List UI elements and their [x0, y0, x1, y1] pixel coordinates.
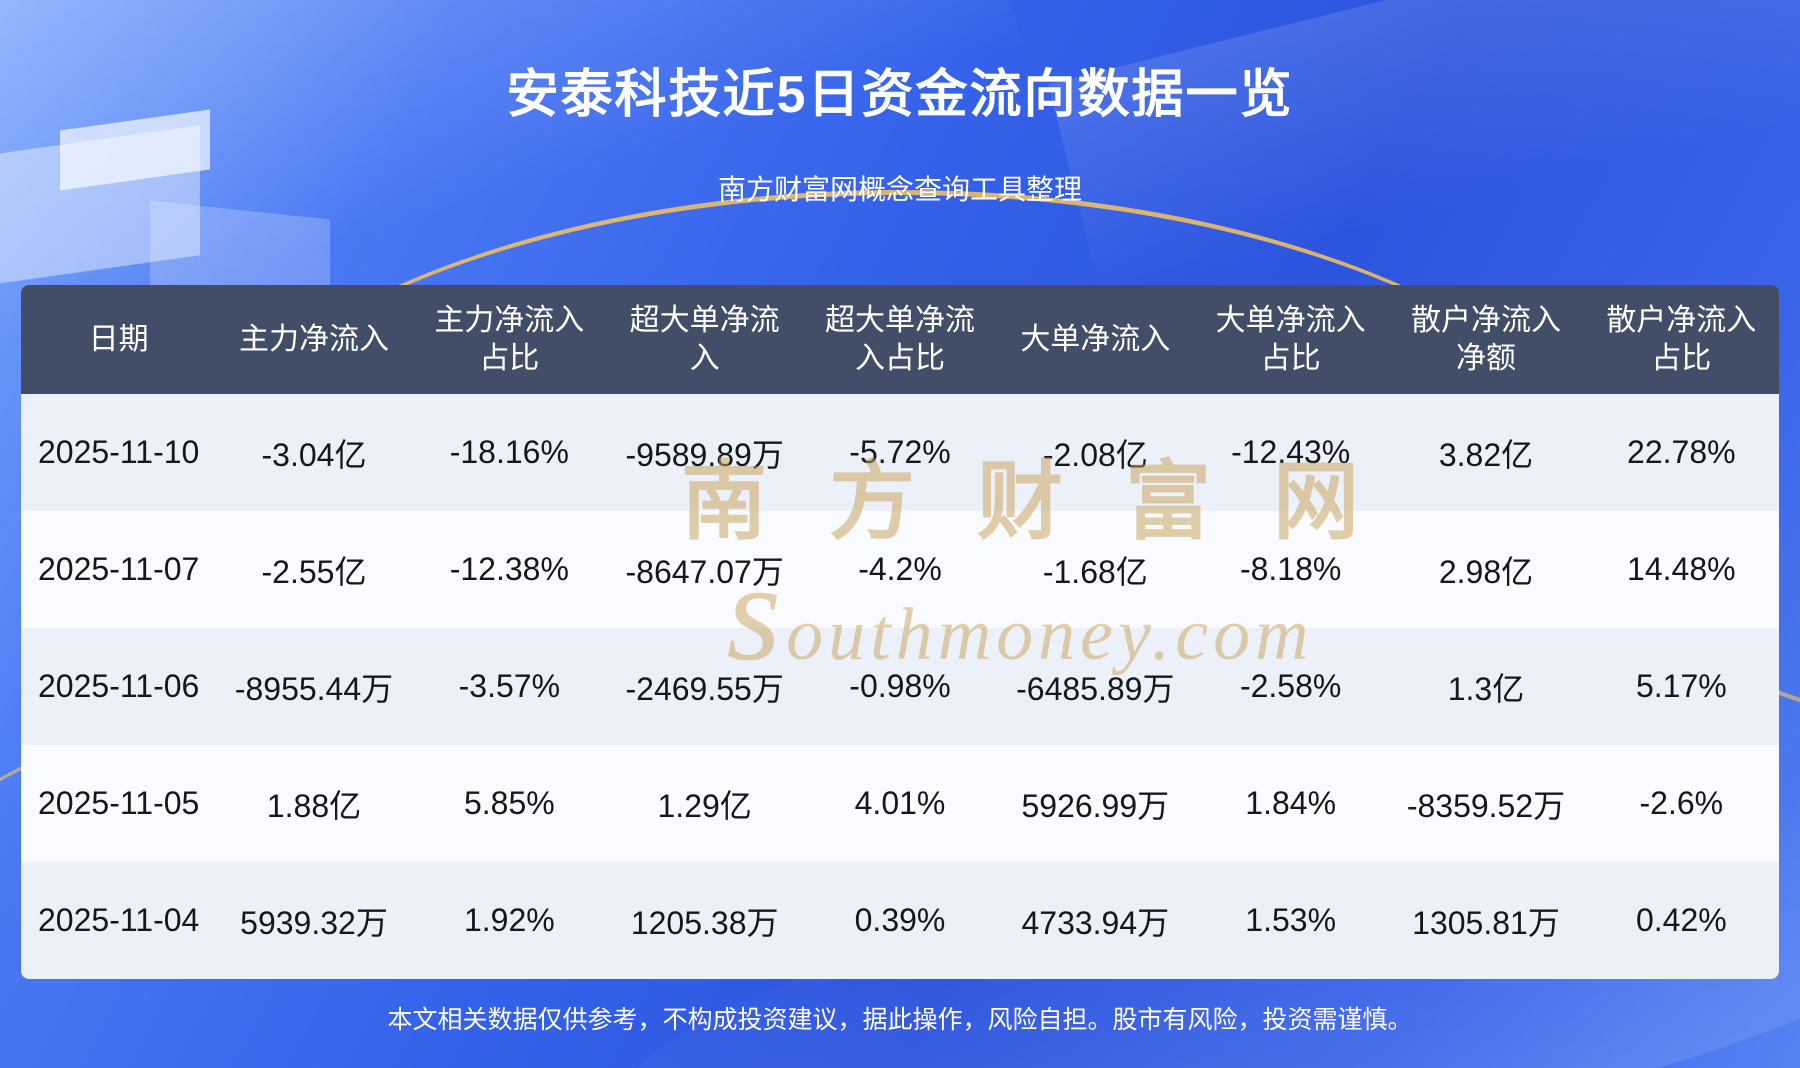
table-cell: 1.53%: [1245, 902, 1337, 938]
table-cell: -4.2%: [858, 551, 942, 587]
table-row: 2025-11-10 -3.04亿 -18.16% -9589.89万 -5.7…: [21, 394, 1779, 511]
col-header-retail-net-inflow-pct: 散户净流入 占比: [1606, 304, 1757, 375]
table-cell: 0.42%: [1635, 902, 1727, 938]
table-cell: 14.48%: [1627, 551, 1736, 587]
table-row: 2025-11-07 -2.55亿 -12.38% -8647.07万 -4.2…: [21, 511, 1779, 628]
col-header-main-net-inflow-pct: 主力净流入 占比: [434, 304, 585, 375]
col-header-date: 日期: [88, 322, 149, 356]
table-cell: -3.04亿: [261, 436, 367, 473]
table-cell: -2.58%: [1239, 668, 1342, 704]
table-cell: 22.78%: [1627, 434, 1736, 470]
col-header-main-net-inflow: 主力净流入: [238, 322, 389, 356]
cell-date: 2025-11-10: [38, 434, 200, 470]
table-cell: -18.16%: [449, 434, 569, 470]
table-cell: 5.85%: [463, 785, 555, 821]
table-cell: -0.98%: [849, 668, 951, 704]
table-cell: -3.57%: [458, 668, 561, 704]
table-cell: -8359.52万: [1406, 787, 1566, 824]
page-subtitle: 南方财富网概念查询工具整理: [717, 174, 1082, 205]
table-cell: 2.98亿: [1438, 553, 1534, 590]
fund-flow-table: 日期 主力净流入 主力净流入 占比 超大单净流 入 超大单净流 入占比 大单净流…: [21, 285, 1779, 979]
col-header-xl-order-net-inflow-pct: 超大单净流 入占比: [824, 304, 975, 375]
cell-date: 2025-11-05: [38, 785, 200, 821]
table-row: 2025-11-05 1.88亿 5.85% 1.29亿 4.01% 5926.…: [21, 745, 1779, 862]
table-row: 2025-11-04 5939.32万 1.92% 1205.38万 0.39%…: [21, 862, 1779, 979]
cell-date: 2025-11-04: [38, 902, 200, 938]
table-cell: 5926.99万: [1021, 787, 1170, 824]
table-cell: -2.08亿: [1042, 436, 1148, 473]
light-streak-top-right: [1048, 0, 1800, 298]
table-cell: -5.72%: [849, 434, 951, 470]
table-cell: -8647.07万: [625, 553, 784, 590]
table-cell: -2.6%: [1639, 785, 1724, 821]
table-cell: 1.29亿: [657, 787, 752, 824]
col-header-large-order-net-inflow: 大单净流入: [1020, 322, 1171, 356]
table-cell: -6485.89万: [1016, 670, 1175, 707]
table-cell: -2.55亿: [261, 553, 367, 590]
table-cell: -8955.44万: [234, 670, 394, 707]
table-cell: -12.43%: [1231, 434, 1351, 470]
col-header-large-order-net-inflow-pct: 大单净流入 占比: [1215, 304, 1366, 375]
table-row: 2025-11-06 -8955.44万 -3.57% -2469.55万 -0…: [21, 628, 1779, 745]
table-cell: -1.68亿: [1042, 553, 1148, 590]
table-header-row: 日期 主力净流入 主力净流入 占比 超大单净流 入 超大单净流 入占比 大单净流…: [21, 285, 1779, 394]
table-cell: -2469.55万: [625, 670, 784, 707]
table-cell: 5.17%: [1635, 668, 1727, 704]
table-cell: 1205.38万: [630, 904, 779, 941]
table-cell: 0.39%: [854, 902, 946, 938]
table-cell: 4733.94万: [1021, 904, 1170, 941]
page-title: 安泰科技近5日资金流向数据一览: [506, 66, 1294, 124]
table-cell: -8.18%: [1239, 551, 1342, 587]
table-cell: 1.3亿: [1447, 670, 1525, 707]
table-cell: -12.38%: [449, 551, 569, 587]
cell-date: 2025-11-06: [38, 668, 200, 704]
table-cell: 1.84%: [1245, 785, 1337, 821]
disclaimer-text: 本文相关数据仅供参考，不构成投资建议，据此操作，风险自担。股市有风险，投资需谨慎…: [387, 1006, 1413, 1034]
table-cell: 4.01%: [854, 785, 946, 821]
table-cell: 5939.32万: [240, 904, 388, 941]
col-header-retail-net-inflow: 散户净流入 净额: [1410, 304, 1561, 375]
cell-date: 2025-11-07: [38, 551, 200, 587]
table-cell: 1305.81万: [1412, 904, 1560, 941]
table-cell: 3.82亿: [1438, 436, 1534, 473]
table-cell: 1.92%: [463, 902, 555, 938]
table-cell: 1.88亿: [266, 787, 362, 824]
table-cell: -9589.89万: [625, 436, 784, 473]
col-header-xl-order-net-inflow: 超大单净流 入: [629, 304, 780, 375]
